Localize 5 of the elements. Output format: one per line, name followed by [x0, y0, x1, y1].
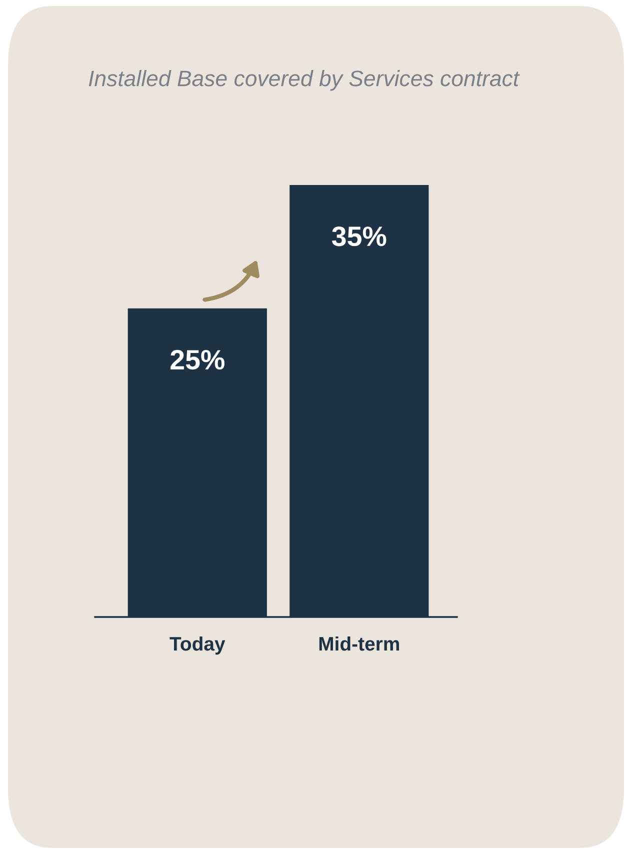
- x-tick-label: Today: [170, 636, 226, 655]
- x-tick-label: Mid-term: [319, 636, 399, 651]
- data-label: 25%: [170, 350, 224, 370]
- data-label: 35%: [332, 226, 386, 246]
- chart-title: Installed Base covered by Services contract: [88, 70, 520, 91]
